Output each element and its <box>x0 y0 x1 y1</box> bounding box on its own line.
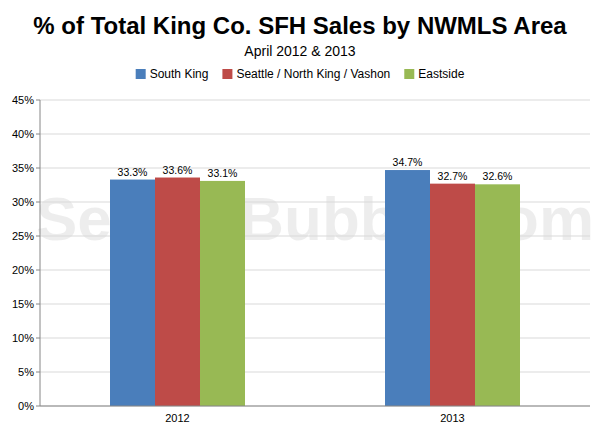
tick-label: 20% <box>12 264 34 276</box>
bar <box>155 178 200 406</box>
tick-label: 30% <box>12 196 34 208</box>
tick-label: 35% <box>12 162 34 174</box>
legend-swatch <box>404 69 414 79</box>
bar <box>475 184 520 406</box>
title: % of Total King Co. SFH Sales by NWMLS A… <box>33 12 567 39</box>
tick-label: 25% <box>12 230 34 242</box>
data-label: 33.6% <box>163 164 193 176</box>
y-axis <box>40 100 41 406</box>
tick-mark <box>36 134 40 135</box>
chart: SeattleBubble.com% of Total King Co. SFH… <box>0 0 600 436</box>
grid-line <box>40 100 590 101</box>
legend-swatch <box>136 69 146 79</box>
category-label: 2012 <box>165 412 189 424</box>
tick-mark <box>36 304 40 305</box>
tick-label: 45% <box>12 94 34 106</box>
data-label: 33.1% <box>208 167 238 179</box>
legend-swatch <box>222 69 232 79</box>
bars <box>110 170 520 406</box>
tick-mark <box>36 372 40 373</box>
bar <box>200 181 245 406</box>
tick-mark <box>36 270 40 271</box>
legend-label: South King <box>150 67 209 81</box>
bar <box>110 180 155 406</box>
tick-mark <box>36 202 40 203</box>
data-labels: 33.3% 33.6% 33.1% 34.7% 32.7% 32.6% <box>118 156 513 182</box>
data-label: 34.7% <box>393 156 423 168</box>
data-label: 32.7% <box>438 170 468 182</box>
category-label: 2013 <box>440 412 464 424</box>
grid <box>36 100 590 406</box>
grid-line <box>40 134 590 135</box>
tick-label: 40% <box>12 128 34 140</box>
legend-label: Eastside <box>418 67 464 81</box>
bar <box>385 170 430 406</box>
tick-mark <box>36 100 40 101</box>
grid-line <box>40 406 590 407</box>
tick-mark <box>36 168 40 169</box>
subtitle: April 2012 & 2013 <box>244 43 356 59</box>
tick-label: 0% <box>18 400 34 412</box>
tick-mark <box>36 406 40 407</box>
tick-mark <box>36 236 40 237</box>
tick-label: 15% <box>12 298 34 310</box>
tick-label: 5% <box>18 366 34 378</box>
tick-mark <box>36 338 40 339</box>
x-axis <box>40 406 590 407</box>
data-label: 32.6% <box>483 170 513 182</box>
data-label: 33.3% <box>118 166 148 178</box>
legend: South King Seattle / North King / Vashon E… <box>136 67 465 81</box>
legend-label: Seattle / North King / Vashon <box>236 67 390 81</box>
tick-label: 10% <box>12 332 34 344</box>
bar <box>430 184 475 406</box>
